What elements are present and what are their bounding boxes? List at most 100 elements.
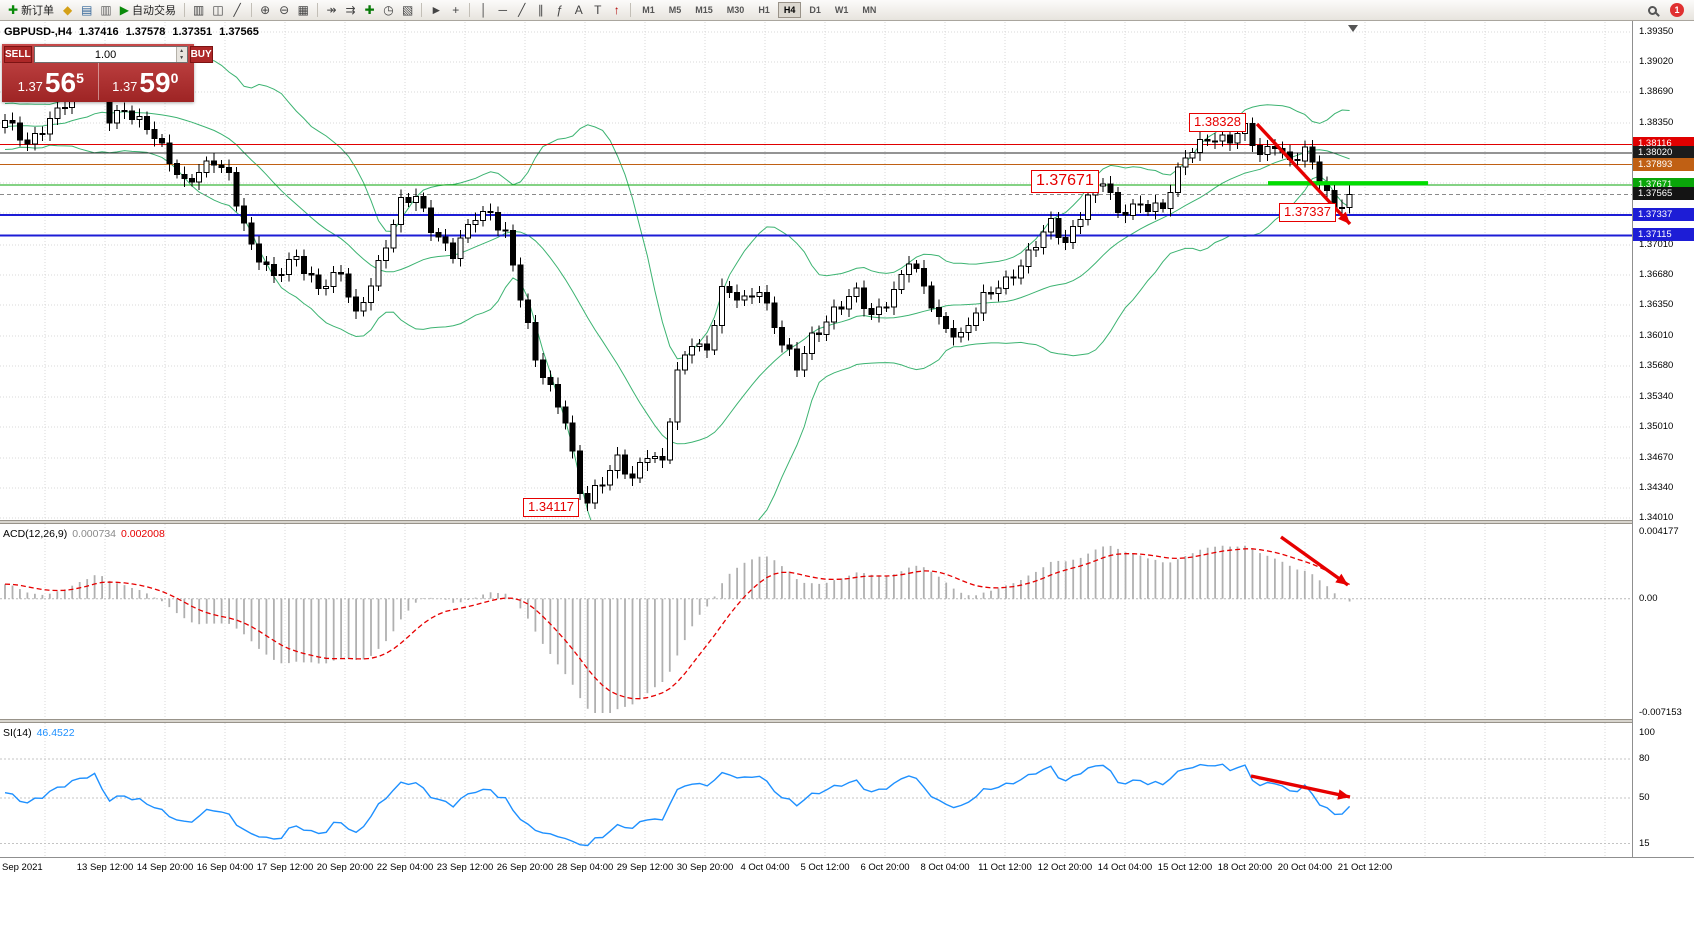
time-axis-label: 26 Sep 20:00 xyxy=(496,862,554,873)
macd-title: ACD(12,26,9) xyxy=(3,528,68,540)
compass-icon: ◆ xyxy=(62,3,73,17)
volume-input[interactable] xyxy=(34,47,187,62)
channel-icon: ∥ xyxy=(537,3,544,17)
data-window-button[interactable]: ▥ xyxy=(96,1,115,19)
rsi-panel[interactable] xyxy=(0,723,1632,857)
price-annotation[interactable]: 1.38328 xyxy=(1189,113,1246,132)
price-axis-tick: 1.36350 xyxy=(1639,299,1674,311)
clock-icon: ◷ xyxy=(383,3,394,17)
price-annotation[interactable]: 1.37337 xyxy=(1279,203,1336,222)
compass-button[interactable]: ◆ xyxy=(58,1,77,19)
toolbar-separator xyxy=(250,3,252,17)
cursor-button[interactable]: ► xyxy=(426,1,446,19)
notification-badge[interactable]: 1 xyxy=(1670,3,1684,17)
auto-scroll-button[interactable]: ↠ xyxy=(322,1,341,19)
time-axis-label: 6 Oct 20:00 xyxy=(860,862,910,873)
price-annotation[interactable]: 1.34117 xyxy=(523,498,580,517)
time-axis-label: 13 Sep 12:00 xyxy=(76,862,134,873)
toolbar-separator xyxy=(317,3,319,17)
data-window-icon: ▥ xyxy=(100,3,112,17)
panel-splitter[interactable] xyxy=(0,520,1632,524)
macd-label: ACD(12,26,9) 0.000734 0.002008 xyxy=(3,528,165,540)
time-axis-label: 17 Sep 12:00 xyxy=(256,862,314,873)
channel-button[interactable]: ∥ xyxy=(531,1,550,19)
buy-button[interactable]: BUY xyxy=(189,46,213,63)
crosshair-button[interactable]: + xyxy=(446,1,465,19)
price-line-label: 1.37565 xyxy=(1633,187,1694,201)
auto-scroll-icon: ↠ xyxy=(326,3,337,17)
sell-price: 1.37 56 5 xyxy=(4,63,98,100)
main-chart[interactable] xyxy=(0,22,1632,520)
search-button[interactable] xyxy=(1643,1,1662,19)
time-axis-label: 12 Oct 20:00 xyxy=(1037,862,1093,873)
new-order-button-label: 新订单 xyxy=(21,5,55,17)
time-axis[interactable]: Sep 2021 13 Sep 12:00 14 Sep 20:00 16 Sep 0… xyxy=(0,857,1694,876)
market-watch-button[interactable]: ▤ xyxy=(77,1,96,19)
trend-arrow[interactable] xyxy=(1280,535,1349,587)
tile-windows-button[interactable]: ▦ xyxy=(294,1,313,19)
macd-axis-label: 0.004177 xyxy=(1639,526,1679,537)
volume-up-button[interactable]: ▲ xyxy=(179,47,185,54)
horizontal-line-button[interactable]: ─ xyxy=(493,1,512,19)
indicators-icon: ✚ xyxy=(364,3,375,17)
auto-trading-button[interactable]: ▶ 自动交易 xyxy=(116,1,180,19)
bar-chart-button[interactable]: ▥ xyxy=(189,1,208,19)
notification-count: 1 xyxy=(1674,5,1680,15)
time-axis-label: 5 Oct 12:00 xyxy=(800,862,850,873)
vertical-line-button[interactable]: │ xyxy=(474,1,493,19)
text-button[interactable]: A xyxy=(569,1,588,19)
templates-button[interactable]: ▧ xyxy=(398,1,417,19)
volume-field: ▲ ▼ xyxy=(33,46,188,63)
new-order-icon: ✚ xyxy=(8,3,19,17)
sell-button[interactable]: SELL xyxy=(4,46,32,63)
price-annotation[interactable]: 1.37671 xyxy=(1031,170,1099,193)
label-button[interactable]: T xyxy=(588,1,607,19)
zoom-out-button[interactable]: ⊖ xyxy=(275,1,294,19)
indicators-button[interactable]: ✚ xyxy=(360,1,379,19)
arrow-tool-button[interactable]: ↑ xyxy=(607,1,626,19)
chart-shift-button[interactable]: ⇉ xyxy=(341,1,360,19)
toolbar-right: 1 xyxy=(1643,0,1690,20)
horizontal-lines[interactable] xyxy=(0,143,1632,237)
trend-arrow[interactable] xyxy=(1250,774,1351,800)
zoom-in-button[interactable]: ⊕ xyxy=(256,1,275,19)
vertical-line-icon: │ xyxy=(480,3,488,17)
buy-price: 1.37 59 0 xyxy=(99,63,193,100)
price-axis[interactable]: 1.39350 1.39020 1.38690 1.38350 1.37010 1.366… xyxy=(1633,0,1694,944)
volume-down-button[interactable]: ▼ xyxy=(179,55,185,62)
horizontal-line-icon: ─ xyxy=(498,3,507,17)
time-axis-label: 15 Oct 12:00 xyxy=(1157,862,1213,873)
new-order-button[interactable]: ✚ 新订单 xyxy=(4,1,58,19)
time-axis-label: 14 Oct 04:00 xyxy=(1097,862,1153,873)
timeframe-m15-button[interactable]: M15 xyxy=(695,5,713,15)
timeframe-d1-button[interactable]: D1 xyxy=(809,5,821,15)
panel-splitter[interactable] xyxy=(0,719,1632,723)
timeframe-m30-button[interactable]: M30 xyxy=(726,5,745,15)
rsi-axis-label: 50 xyxy=(1639,792,1650,803)
open-value: 1.37416 xyxy=(78,26,119,38)
sell-price-prefix: 1.37 xyxy=(17,79,43,94)
auto-trading-button-label: 自动交易 xyxy=(131,5,176,17)
symbol-period: GBPUSD-,H4 xyxy=(4,26,72,38)
volume-spinner: ▲ ▼ xyxy=(175,47,187,62)
macd-histogram xyxy=(4,545,1351,713)
candlestick-chart-button[interactable]: ◫ xyxy=(208,1,227,19)
price-line-label: 1.37115 xyxy=(1633,228,1694,242)
fibonacci-button[interactable]: ƒ xyxy=(550,1,569,19)
timeframe-w1-button[interactable]: W1 xyxy=(834,5,849,15)
macd-panel[interactable] xyxy=(0,524,1632,719)
chart-shift-icon: ⇉ xyxy=(345,3,356,17)
timeframe-m1-button[interactable]: M1 xyxy=(642,5,655,15)
label-icon: T xyxy=(594,3,602,17)
timeframe-m5-button[interactable]: M5 xyxy=(668,5,682,15)
line-chart-button[interactable]: ╱ xyxy=(228,1,247,19)
periods-button[interactable]: ◷ xyxy=(379,1,398,19)
timeframe-h4-button[interactable]: H4 xyxy=(777,2,802,18)
timeframe-mn-button[interactable]: MN xyxy=(862,5,877,15)
time-axis-label: 28 Sep 04:00 xyxy=(556,862,614,873)
toolbar-separator xyxy=(183,3,185,17)
trendline-button[interactable]: ╱ xyxy=(512,1,531,19)
timeframe-h1-button[interactable]: H1 xyxy=(758,5,770,15)
grid xyxy=(44,524,1606,719)
